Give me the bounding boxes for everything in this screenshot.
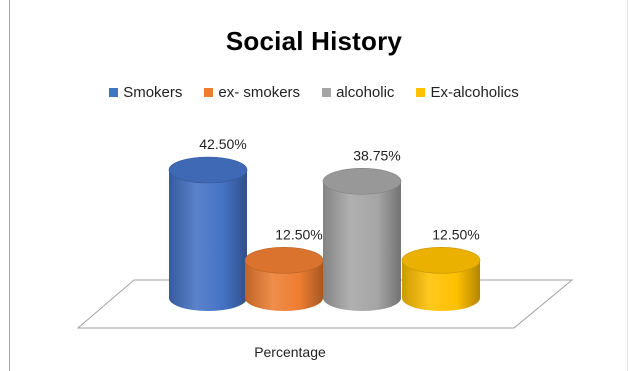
data-label-alcoholic: 38.75% bbox=[353, 147, 400, 163]
legend-label-ex-alcoholics: Ex-alcoholics bbox=[430, 84, 519, 101]
data-label-ex-alcoholics: 12.50% bbox=[432, 226, 479, 242]
bar-top-alcoholic bbox=[322, 167, 402, 195]
bar-ex-alcoholics bbox=[401, 247, 481, 311]
bar-body-alcoholic bbox=[323, 181, 401, 311]
legend-label-alcoholic: alcoholic bbox=[336, 84, 395, 101]
bar-alcoholic bbox=[322, 167, 402, 311]
bar-top-smokers bbox=[168, 156, 248, 184]
data-label-ex-smokers: 12.50% bbox=[275, 226, 322, 242]
bar-top-ex-alcoholics bbox=[401, 247, 481, 274]
legend-item-alcoholic: alcoholic bbox=[322, 84, 394, 101]
bar-body-ex-smokers bbox=[245, 260, 323, 311]
legend-item-ex-alcoholics: Ex-alcoholics bbox=[416, 84, 519, 101]
legend-swatch-ex-alcoholics bbox=[416, 88, 426, 97]
bar-top-ex-smokers bbox=[244, 247, 324, 274]
bar-body-ex-alcoholics bbox=[402, 260, 480, 311]
legend-swatch-alcoholic bbox=[322, 88, 332, 97]
bar-ex-smokers bbox=[244, 247, 324, 311]
legend-label-ex-smokers: ex- smokers bbox=[218, 84, 301, 101]
legend-swatch-ex-smokers bbox=[204, 88, 214, 97]
chart-title: Social History bbox=[225, 26, 403, 56]
x-axis-label: Percentage bbox=[254, 344, 326, 360]
bar-smokers bbox=[168, 156, 248, 311]
bars-layer bbox=[168, 156, 481, 311]
data-label-smokers: 42.50% bbox=[199, 136, 246, 152]
legend-label-smokers: Smokers bbox=[123, 84, 183, 101]
legend-item-smokers: Smokers bbox=[109, 84, 182, 101]
data-labels-layer: 42.50% 12.50% 38.75% 12.50% bbox=[199, 136, 479, 242]
legend-item-ex-smokers: ex- smokers bbox=[204, 84, 300, 101]
legend-swatch-smokers bbox=[109, 88, 119, 97]
chart-legend: Smokers ex- smokers alcoholic Ex-alcohol… bbox=[0, 84, 628, 101]
bar-body-smokers bbox=[169, 170, 247, 311]
